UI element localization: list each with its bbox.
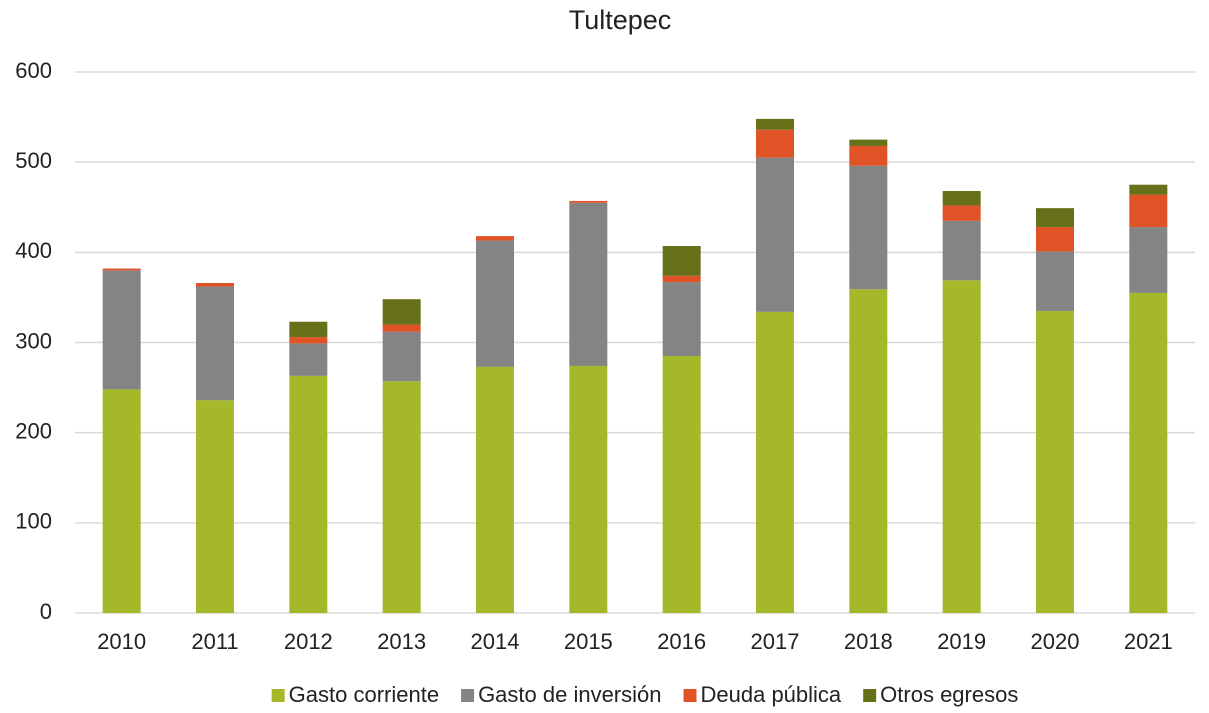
bar-segment [942, 280, 981, 613]
legend-swatch [461, 689, 475, 702]
y-tick-label: 400 [15, 238, 52, 263]
legend-label: Otros egresos [880, 682, 1018, 707]
bar-segment [196, 282, 234, 287]
bar-segment [1129, 227, 1168, 293]
x-tick-label: 2019 [937, 629, 986, 654]
bar-segment [849, 289, 888, 613]
bar-segment [849, 139, 888, 146]
bar-segment [196, 286, 234, 401]
bar-segment [942, 205, 981, 221]
bar-segment [289, 375, 328, 613]
bar-segment [942, 191, 981, 206]
bar-segment [102, 270, 141, 390]
bar-segment [756, 157, 794, 312]
bar-segment [382, 299, 421, 325]
x-tick-label: 2013 [377, 629, 426, 654]
bar-segment [289, 337, 328, 344]
x-tick-label: 2015 [564, 629, 613, 654]
x-tick-label: 2017 [751, 629, 800, 654]
bar-segment [476, 240, 514, 367]
x-tick-label: 2021 [1124, 629, 1173, 654]
bar-segment [1129, 194, 1168, 228]
chart-title: Tultepec [569, 5, 672, 35]
legend-swatch [683, 689, 697, 702]
bar-segment [569, 365, 608, 613]
bar-segment [849, 145, 888, 166]
x-tick-label: 2012 [284, 629, 333, 654]
y-tick-label: 600 [15, 58, 52, 83]
bar-segment [1036, 227, 1074, 252]
x-tick-label: 2010 [97, 629, 146, 654]
bar-segment [1036, 251, 1074, 311]
bar-segment [382, 324, 421, 332]
bar-segment [942, 220, 981, 281]
legend-label: Gasto corriente [289, 682, 439, 707]
bar-segment [102, 389, 141, 613]
bar-segment [289, 321, 328, 338]
x-tick-label: 2014 [471, 629, 520, 654]
legend-swatch [271, 689, 285, 702]
x-tick-label: 2016 [657, 629, 706, 654]
y-tick-label: 500 [15, 148, 52, 173]
legend-label: Gasto de inversión [478, 682, 661, 707]
bar-segment [662, 356, 701, 613]
x-tick-label: 2020 [1031, 629, 1080, 654]
bar-segment [196, 400, 234, 613]
bar-segment [569, 202, 608, 366]
bar-segment [1036, 208, 1074, 228]
bar-segment [382, 381, 421, 613]
bar-segment [569, 200, 608, 203]
bar-segment [756, 118, 794, 130]
bar-segment [289, 343, 328, 376]
bar-segment [382, 331, 421, 382]
bar-segment [1036, 310, 1074, 613]
bar-segment [476, 236, 514, 241]
bar-segment [849, 165, 888, 290]
y-tick-label: 200 [15, 418, 52, 443]
legend-label: Deuda pública [701, 682, 842, 707]
bar-segment [662, 275, 701, 283]
bar-segment [102, 268, 141, 271]
bar-segment [1129, 292, 1168, 613]
bar-segment [662, 246, 701, 276]
bar-segment [476, 366, 514, 613]
bar-segment [756, 311, 794, 613]
x-tick-label: 2011 [191, 629, 238, 654]
bar-segment [662, 282, 701, 357]
x-tick-label: 2018 [844, 629, 893, 654]
bar-segment [1129, 184, 1168, 195]
y-tick-label: 100 [15, 509, 52, 534]
bar-segment [756, 129, 794, 158]
y-tick-label: 0 [40, 599, 52, 624]
legend-swatch [863, 689, 877, 702]
y-tick-label: 300 [15, 328, 52, 353]
